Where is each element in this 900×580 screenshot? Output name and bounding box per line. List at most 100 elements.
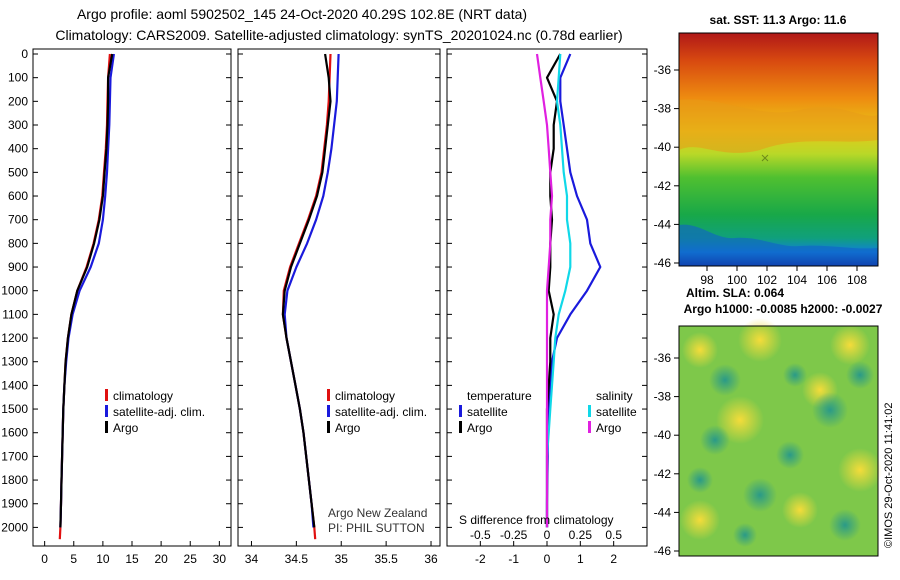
sla-anomaly-patch (680, 500, 720, 540)
sst-lon-tick-label: 98 (700, 273, 714, 287)
difference-x-tick-label: -1 (508, 552, 519, 566)
imos-timestamp: ©IMOS 29-Oct-2020 11:41:02 (883, 403, 895, 548)
sla-anomaly-patch (838, 448, 882, 492)
depth-tick-label: 900 (8, 260, 28, 274)
series-line-temperature-satellite (545, 53, 602, 528)
sla-anomaly-patch (783, 363, 807, 387)
legend-swatch-sal-argo (588, 421, 591, 433)
sst-map-frame (678, 32, 879, 267)
sst-lat-tick-label: -40 (654, 140, 672, 154)
sla-anomaly-patch (700, 425, 730, 455)
depth-tick-label: 1600 (1, 426, 28, 440)
legend-label-climatology: climatology (113, 389, 173, 403)
sla-anomaly-patch (812, 392, 848, 428)
sla-lat-axis: -36 -38 -40 -42 -44 -46 (654, 351, 679, 558)
legend-label-argo: Argo (113, 421, 139, 435)
sla-lat-tick-label: -44 (654, 505, 672, 519)
sst-lat-tick-label: -46 (654, 256, 672, 270)
depth-tick-label: 800 (8, 236, 28, 250)
depth-tick-label: 1000 (1, 284, 28, 298)
difference-x-tick-label: 0 (544, 552, 551, 566)
series-line-argo (281, 53, 332, 528)
legend-swatch-temp-argo (459, 421, 462, 433)
depth-tick-label: 500 (8, 165, 28, 179)
temperature-x-tick-label: 5 (70, 552, 77, 566)
legend-label-sal-argo: Argo (596, 421, 622, 435)
depth-tick-label: 1700 (1, 449, 28, 463)
temperature-x-tick-label: 30 (213, 552, 227, 566)
legend-label-temp-argo: Argo (467, 421, 493, 435)
difference-x-tick-label: 2 (610, 552, 617, 566)
sla-anomaly-patches (680, 318, 882, 547)
temperature-x-tick-label: 20 (154, 552, 168, 566)
legend-title-temperature: temperature (467, 389, 532, 403)
difference-x-tick-label: 1 (577, 552, 584, 566)
legend-label-argo: Argo (335, 421, 361, 435)
sla-anomaly-patch (776, 441, 804, 469)
sla-anomaly-patch (846, 361, 874, 389)
sst-lon-tick-label: 106 (817, 273, 837, 287)
sst-map (678, 32, 879, 267)
difference-salinity-tick-label: -0.5 (470, 528, 491, 542)
depth-tick-label: 1900 (1, 497, 28, 511)
difference-legend: temperature satellite Argo salinity sate… (459, 389, 637, 435)
legend-title-salinity: salinity (596, 389, 633, 403)
sst-lon-tick-label: 104 (787, 273, 807, 287)
sst-lat-tick-label: -36 (654, 63, 672, 77)
sla-map-title-line1: Altim. SLA: 0.064 (686, 286, 784, 300)
depth-tick-label: 400 (8, 142, 28, 156)
figure-title-line1: Argo profile: aoml 5902502_145 24-Oct-20… (77, 6, 527, 22)
legend-swatch-argo (105, 421, 108, 433)
series-line-temperature-argo (545, 53, 562, 528)
depth-tick-label: 1800 (1, 473, 28, 487)
difference-salinity-tick-label: 0 (544, 528, 551, 542)
depth-axis: 0 100 200 300 400 500 600 700 800 900 1000 1100 1200… (1, 47, 647, 534)
sla-anomaly-patch (733, 523, 757, 547)
legend-swatch-temp-satellite (459, 405, 462, 417)
series-line-satellite-adj-clim- (283, 53, 340, 528)
float-program-note: Argo New Zealand (328, 506, 427, 520)
series-line-satellite-adj-clim- (59, 53, 115, 528)
difference-salinity-tick-label: -0.25 (500, 528, 528, 542)
sst-map-title: sat. SST: 11.3 Argo: 11.6 (710, 13, 847, 27)
sla-anomaly-patch (829, 509, 861, 541)
legend-label-sal-satellite: satellite (596, 405, 637, 419)
temperature-x-tick-label: 25 (184, 552, 198, 566)
legend-swatch-climatology (105, 389, 108, 401)
temperature-x-tick-label: 15 (125, 552, 139, 566)
sst-map-field (679, 33, 878, 266)
difference-x-tick-label: -2 (475, 552, 486, 566)
float-pi-note: PI: PHIL SUTTON (328, 521, 425, 535)
sla-anomaly-patch (709, 364, 741, 396)
sla-anomaly-patch (738, 318, 782, 362)
sst-lat-tick-label: -44 (654, 217, 672, 231)
x-axes: 0 5 10 15 20 25 30 34 34.5 35 35.5 36 -2 -1 0 1 2 -0.5 -0.… (41, 528, 622, 566)
depth-tick-label: 1100 (2, 307, 28, 321)
sst-argo-marker (761, 154, 769, 162)
sla-anomaly-patch (682, 332, 718, 368)
depth-tick-label: 300 (8, 118, 28, 132)
salinity-x-tick-label: 34.5 (285, 552, 309, 566)
sst-lon-tick-label: 102 (757, 273, 777, 287)
legend-swatch-sal-satellite (588, 405, 591, 417)
depth-tick-label: 1200 (1, 331, 28, 345)
sst-lon-tick-label: 100 (727, 273, 747, 287)
depth-tick-label: 200 (8, 94, 28, 108)
legend-label-satellite: satellite-adj. clim. (113, 405, 205, 419)
depth-tick-label: 1400 (1, 378, 28, 392)
difference-salinity-tick-label: 0.5 (605, 528, 622, 542)
sst-cold-intrusion (679, 224, 878, 266)
depth-tick-label: 700 (8, 213, 28, 227)
sla-lat-tick-label: -40 (654, 428, 672, 442)
series-line-salinity-argo (535, 53, 554, 528)
difference-salinity-tick-label: 0.25 (569, 528, 593, 542)
depth-tick-label: 0 (21, 47, 28, 61)
depth-tick-label: 2000 (1, 520, 28, 534)
sst-lon-axis: 98 100 102 104 106 108 (700, 266, 867, 287)
series-line-salinity-satellite (545, 53, 572, 528)
salinity-x-tick-label: 35.5 (374, 552, 398, 566)
legend-label-climatology: climatology (335, 389, 395, 403)
legend-label-satellite: satellite-adj. clim. (335, 405, 427, 419)
sst-lat-tick-label: -42 (654, 179, 672, 193)
